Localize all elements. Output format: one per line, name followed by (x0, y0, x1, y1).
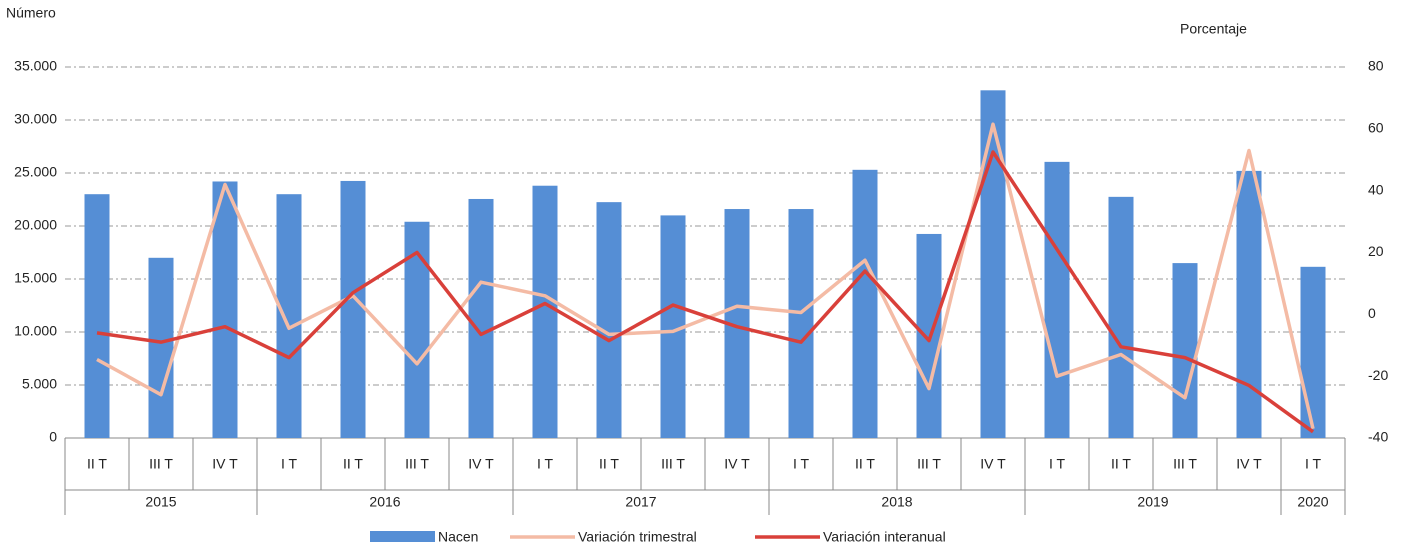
bar (596, 202, 622, 438)
y-tick-label: 35.000 (14, 58, 57, 74)
bar (788, 209, 814, 438)
group-label: 2016 (369, 494, 400, 510)
bar (468, 198, 494, 438)
y2-axis-label: Porcentaje (1180, 21, 1247, 37)
line-series (96, 122, 1315, 430)
group-label: 2017 (625, 494, 656, 510)
bar (1236, 170, 1262, 438)
y2-tick-label: 80 (1368, 58, 1384, 74)
y-tick-label: 20.000 (14, 217, 57, 233)
bar (1300, 266, 1326, 438)
y-tick-label: 30.000 (14, 111, 57, 127)
group-label: 2019 (1137, 494, 1168, 510)
bar (84, 194, 110, 438)
bar (852, 169, 878, 438)
x-tick-label: IV T (980, 456, 1006, 472)
x-tick-label: IV T (1236, 456, 1262, 472)
x-tick-label: I T (1049, 456, 1066, 472)
y-tick-label: 0 (49, 429, 57, 445)
bar (276, 194, 302, 438)
group-label: 2020 (1297, 494, 1328, 510)
y-axis-label: Número (6, 5, 56, 21)
x-tick-label: II T (87, 456, 107, 472)
x-tick-label: II T (343, 456, 363, 472)
x-tick-label: I T (793, 456, 810, 472)
y2-tick-label: 60 (1368, 120, 1384, 136)
y2-tick-label: 0 (1368, 305, 1376, 321)
bar (340, 180, 366, 438)
group-label: 2018 (881, 494, 912, 510)
x-tick-label: I T (537, 456, 554, 472)
line-series (96, 150, 1315, 434)
x-tick-label: III T (405, 456, 429, 472)
x-tick-label: II T (599, 456, 619, 472)
bar (1108, 196, 1134, 438)
x-tick-label: IV T (212, 456, 238, 472)
bar (212, 181, 238, 439)
y-tick-label: 15.000 (14, 270, 57, 286)
y-tick-label: 5.000 (22, 376, 57, 392)
group-label: 2015 (145, 494, 176, 510)
x-tick-label: III T (149, 456, 173, 472)
x-tick-label: I T (281, 456, 298, 472)
legend-label: Variación interanual (823, 529, 946, 545)
bar (1044, 161, 1070, 438)
x-tick-label: IV T (468, 456, 494, 472)
y-tick-label: 10.000 (14, 323, 57, 339)
bar (532, 185, 558, 438)
x-tick-label: IV T (724, 456, 750, 472)
x-tick-label: III T (1173, 456, 1197, 472)
legend-label: Nacen (438, 529, 478, 545)
y2-tick-label: -40 (1368, 429, 1388, 445)
x-tick-label: III T (917, 456, 941, 472)
x-tick-label: II T (855, 456, 875, 472)
x-tick-label: I T (1305, 456, 1322, 472)
x-tick-label: III T (661, 456, 685, 472)
y-tick-label: 25.000 (14, 164, 57, 180)
legend-swatch (370, 531, 435, 542)
legend-label: Variación trimestral (578, 529, 697, 545)
y2-tick-label: 40 (1368, 181, 1384, 197)
bar (148, 257, 174, 438)
bar (980, 90, 1006, 438)
x-tick-label: II T (1111, 456, 1131, 472)
y2-tick-label: 20 (1368, 243, 1384, 259)
y2-tick-label: -20 (1368, 367, 1388, 383)
bar (1172, 263, 1198, 438)
